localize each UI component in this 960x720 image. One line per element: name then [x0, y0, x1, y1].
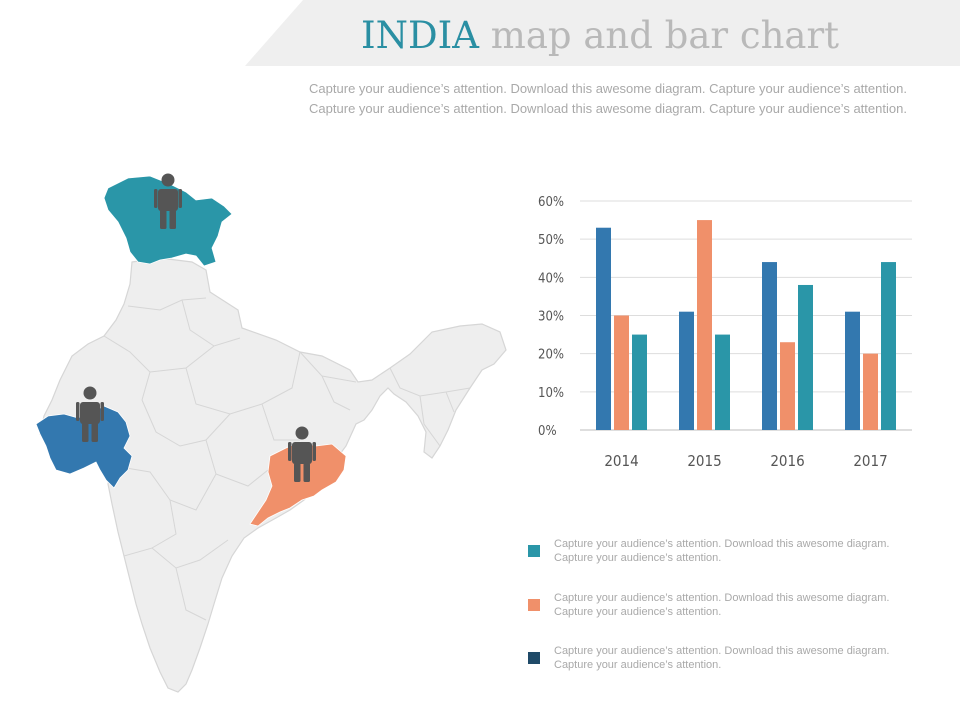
legend-item: Capture your audience’s attention. Downl…: [528, 538, 928, 578]
bar: [845, 311, 860, 430]
legend-text: Capture your audience’s attention. Downl…: [554, 538, 890, 564]
bar: [679, 311, 694, 430]
person-icon: [288, 426, 316, 482]
legend-swatch: [528, 652, 540, 664]
y-tick-label: 10%: [538, 386, 564, 401]
x-tick-label: 2015: [687, 452, 721, 470]
page-title: INDIA map and bar chart: [300, 14, 900, 57]
legend-text: Capture your audience’s attention. Downl…: [554, 645, 890, 671]
bar: [596, 227, 611, 430]
y-tick-label: 0%: [538, 424, 557, 439]
bar: [780, 342, 795, 430]
legend-item: Capture your audience’s attention. Downl…: [528, 645, 928, 685]
bar-chart: 0% 10% 20% 30% 40% 50% 60% 2014 2015 2016 2017: [538, 195, 912, 470]
map-internal-borders: [103, 297, 471, 621]
y-tick-label: 50%: [538, 233, 564, 248]
bar: [762, 262, 777, 430]
india-map: [35, 173, 507, 693]
title-band: [245, 0, 960, 66]
x-tick-label: 2016: [770, 452, 804, 470]
x-tick-label: 2017: [853, 452, 887, 470]
person-icon: [76, 386, 104, 442]
legend-swatch: [528, 545, 540, 557]
bar: [697, 220, 712, 430]
subtitle: Capture your audience’s attention. Downl…: [309, 81, 907, 116]
title-word-rest: map and bar chart: [490, 14, 840, 57]
x-tick-label: 2014: [604, 452, 638, 470]
bar: [614, 315, 629, 430]
region-east-orange: [249, 441, 347, 527]
legend-swatch: [528, 599, 540, 611]
legend-text: Capture your audience’s attention. Downl…: [554, 592, 890, 618]
person-icon: [154, 173, 182, 229]
bar: [798, 284, 813, 430]
y-tick-label: 20%: [538, 348, 564, 363]
region-north-teal: [103, 175, 233, 267]
legend-item: Capture your audience’s attention. Downl…: [528, 592, 928, 632]
bar: [881, 262, 896, 430]
bar: [715, 334, 730, 430]
bar: [863, 353, 878, 430]
y-tick-label: 60%: [538, 195, 564, 210]
bar: [632, 334, 647, 430]
title-word-india: INDIA: [360, 14, 479, 57]
y-tick-label: 30%: [538, 310, 564, 325]
y-tick-label: 40%: [538, 271, 564, 286]
